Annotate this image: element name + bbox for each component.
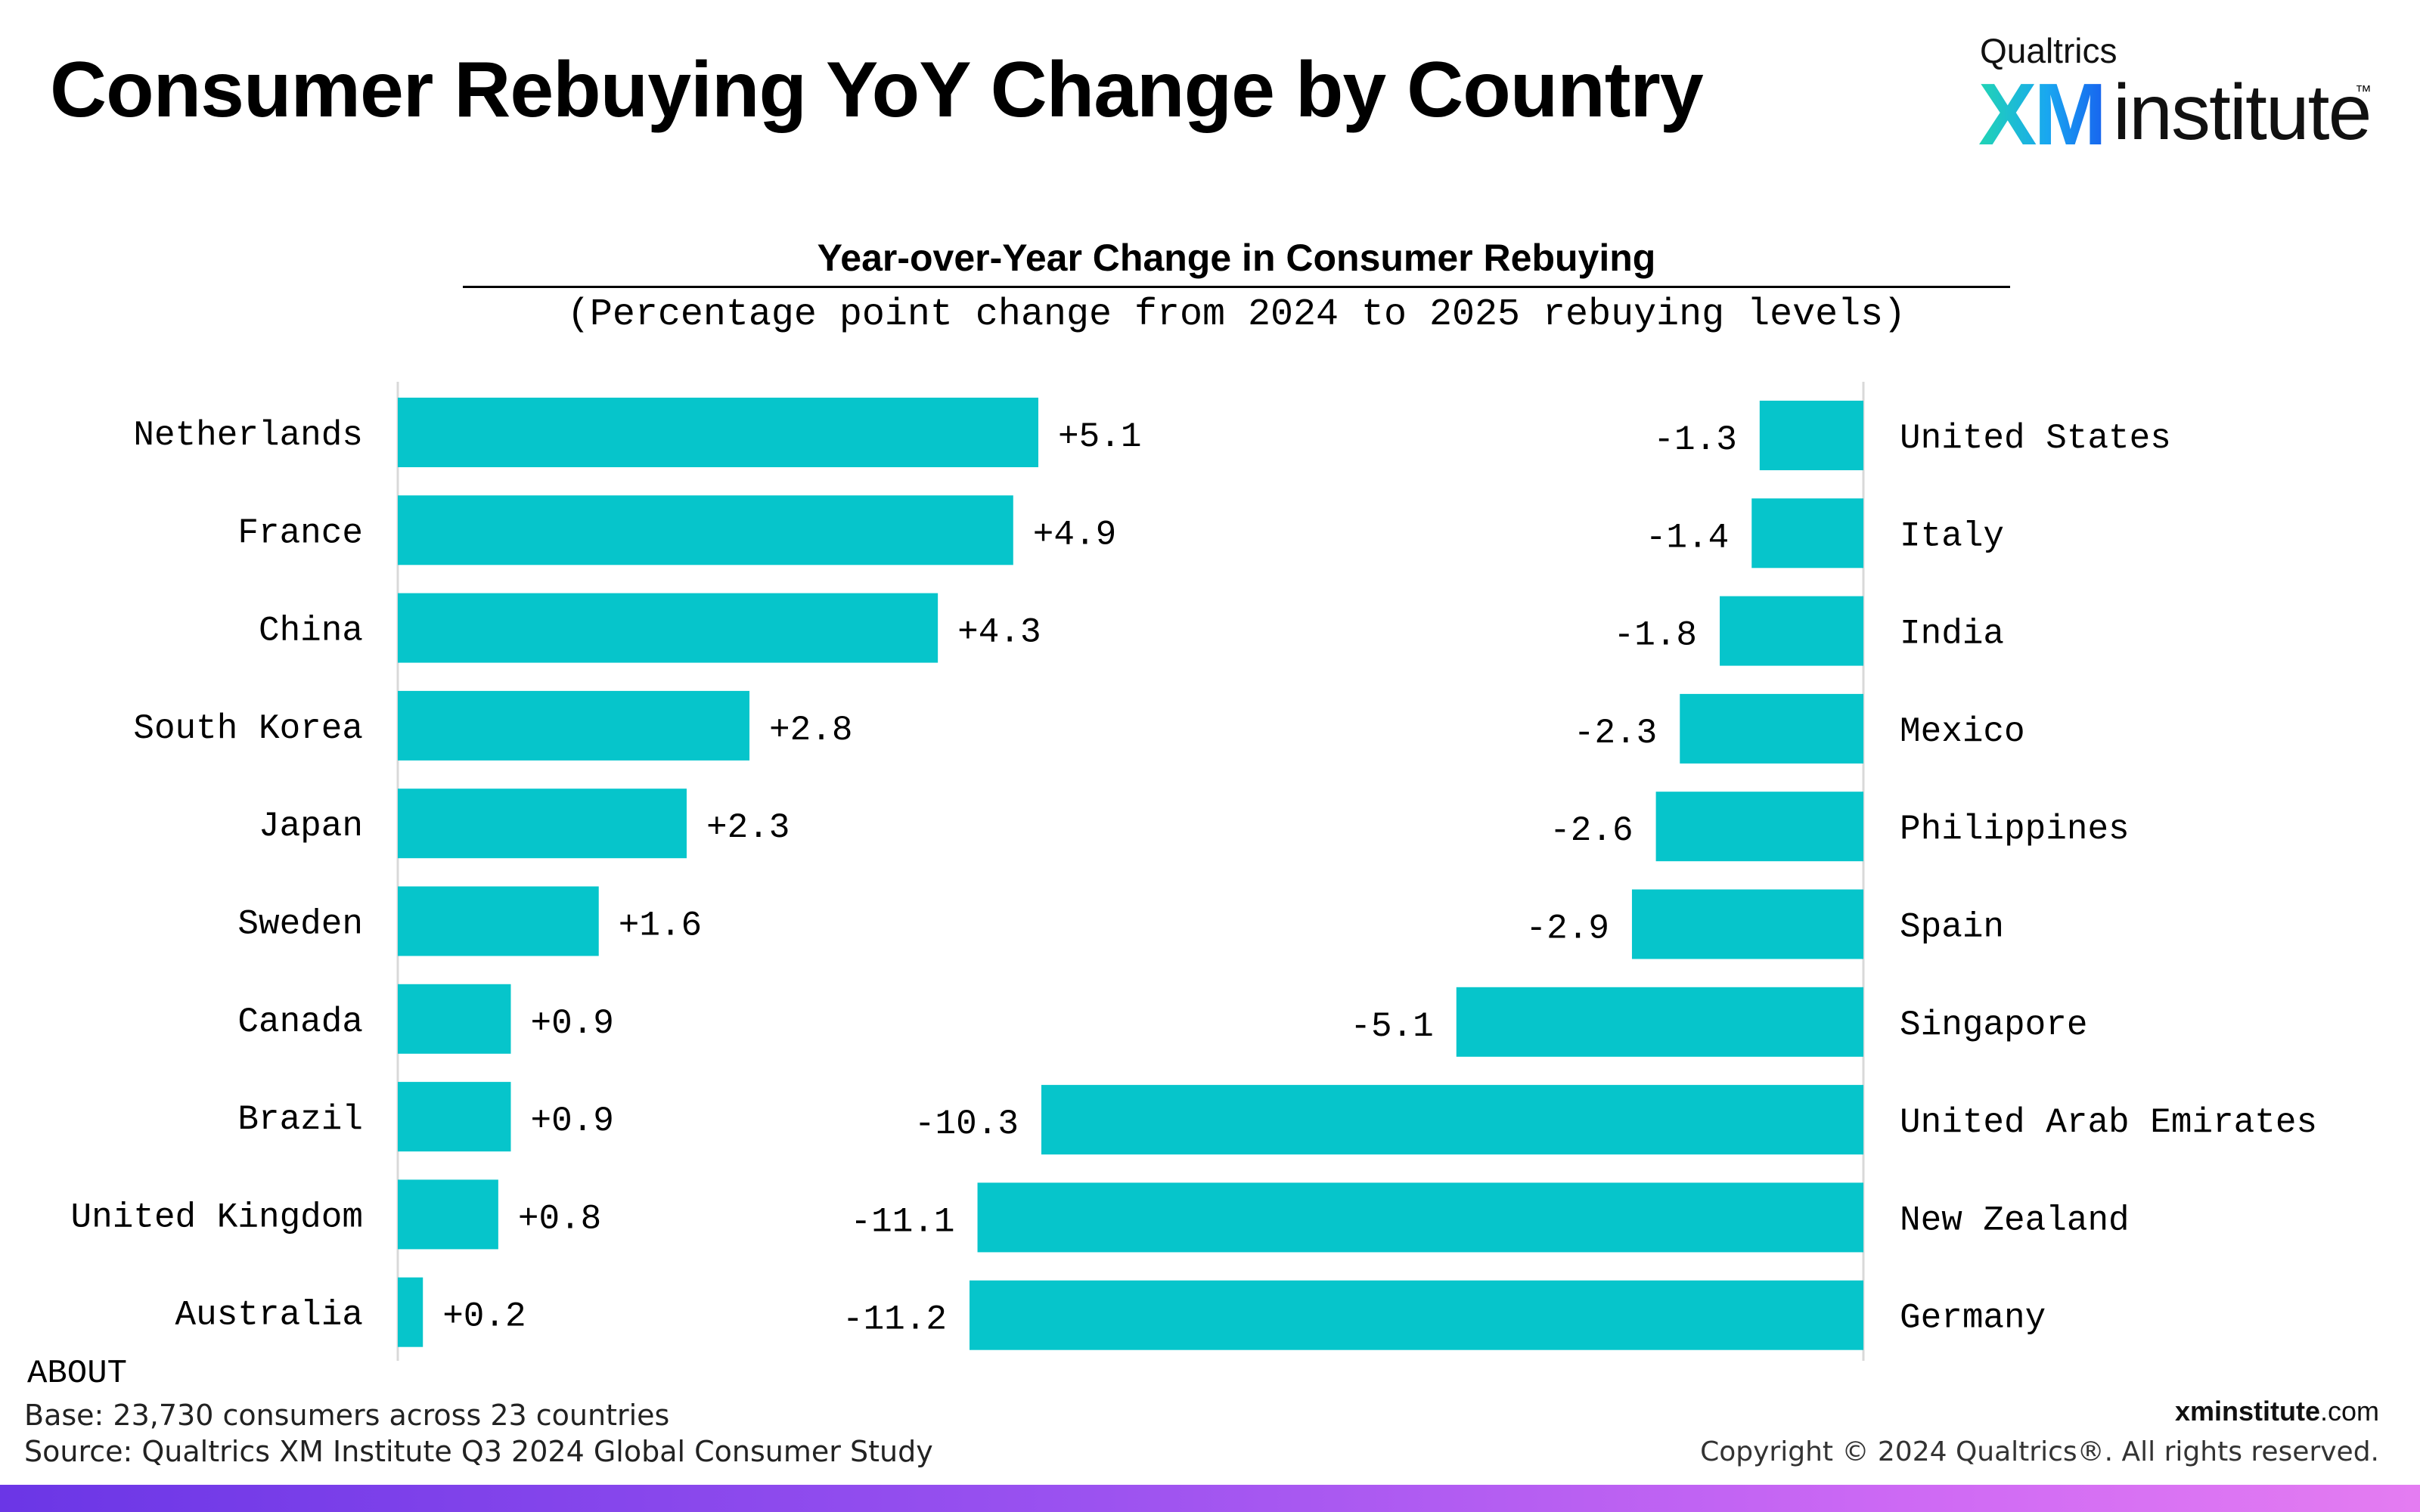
- bar-positive: [398, 886, 599, 956]
- category-label: Brazil: [237, 1100, 363, 1139]
- website-bold: xminstitute: [2174, 1396, 2320, 1427]
- bar-positive: [398, 984, 511, 1054]
- bar-negative: [1655, 792, 1863, 862]
- data-label: -11.2: [842, 1300, 947, 1340]
- data-label: -10.3: [914, 1105, 1019, 1144]
- category-label: Philippines: [1900, 810, 2130, 849]
- logo-institute-text: institute: [2113, 69, 2372, 156]
- bar-negative: [1720, 596, 1863, 666]
- data-label: +4.3: [957, 613, 1041, 652]
- logo-brand-text: Qualtrics: [1980, 31, 2118, 70]
- category-label: Netherlands: [133, 416, 363, 455]
- data-label: -2.3: [1574, 714, 1657, 753]
- about-heading: ABOUT: [27, 1355, 128, 1393]
- xm-institute-logo: Qualtrics XM institute ™: [1978, 29, 2372, 163]
- bar-negative: [1751, 498, 1863, 569]
- bar-positive: [398, 593, 939, 663]
- bar-positive: [398, 789, 687, 859]
- data-label: +1.6: [619, 906, 702, 946]
- data-label: -1.3: [1653, 420, 1736, 460]
- category-label: France: [237, 513, 363, 553]
- category-label: United Arab Emirates: [1900, 1103, 2317, 1142]
- category-label: United Kingdom: [71, 1198, 363, 1237]
- data-label: +2.8: [769, 711, 852, 750]
- bar-positive: [398, 1082, 511, 1152]
- category-label: Japan: [259, 807, 363, 846]
- bar-positive: [398, 1179, 498, 1250]
- category-label: Mexico: [1900, 712, 2025, 751]
- category-label: Australia: [175, 1296, 363, 1335]
- data-label: -1.8: [1614, 616, 1697, 655]
- base-note: Base: 23,730 consumers across 23 countri…: [24, 1399, 670, 1432]
- chart-title: Year-over-Year Change in Consumer Rebuyi…: [817, 237, 1656, 279]
- logo-xm-text: XM: [1978, 65, 2107, 163]
- bar-negative: [1041, 1085, 1863, 1155]
- bar-negative: [1631, 889, 1863, 959]
- website-link[interactable]: xminstitute.com: [2175, 1396, 2379, 1427]
- data-label: +0.9: [530, 1004, 613, 1043]
- bar-negative: [1680, 693, 1863, 764]
- category-label: South Korea: [133, 709, 363, 748]
- bar-negative: [1759, 401, 1863, 470]
- data-label: -5.1: [1350, 1007, 1433, 1046]
- data-label: -11.1: [851, 1202, 955, 1241]
- data-label: +2.3: [706, 808, 790, 847]
- category-label: New Zealand: [1900, 1201, 2130, 1240]
- website-suffix: .com: [2319, 1396, 2379, 1427]
- category-label: Germany: [1900, 1299, 2046, 1338]
- bar-positive: [398, 1277, 424, 1347]
- data-label: -2.6: [1550, 811, 1633, 850]
- category-label: Canada: [237, 1002, 363, 1042]
- category-label: China: [259, 612, 363, 651]
- data-label: +4.9: [1033, 515, 1116, 554]
- bar-negative: [977, 1182, 1863, 1253]
- category-label: Sweden: [237, 905, 363, 944]
- copyright-notice: Copyright © 2024 Qualtrics®. All rights …: [1700, 1436, 2379, 1467]
- data-label: +0.8: [518, 1199, 601, 1238]
- category-label: Singapore: [1900, 1005, 2087, 1045]
- bottom-gradient-band: [0, 1485, 2420, 1512]
- category-label: India: [1900, 615, 2004, 654]
- bar-positive: [398, 495, 1013, 565]
- data-label: -2.9: [1526, 909, 1609, 949]
- bar-positive: [398, 398, 1038, 467]
- data-label: +0.2: [442, 1297, 526, 1337]
- bar-negative: [970, 1280, 1863, 1350]
- chart-subtitle: (Percentage point change from 2024 to 20…: [566, 293, 1907, 336]
- category-label: United States: [1900, 419, 2171, 458]
- data-label: +5.1: [1058, 417, 1141, 457]
- page-title: Consumer Rebuying YoY Change by Country: [50, 46, 1704, 134]
- chart-title-rule: [463, 286, 2010, 288]
- category-label: Spain: [1900, 908, 2004, 947]
- bar-negative: [1456, 987, 1863, 1057]
- data-label: -1.4: [1646, 518, 1729, 557]
- source-note: Source: Qualtrics XM Institute Q3 2024 G…: [24, 1435, 933, 1468]
- bar-positive: [398, 690, 750, 761]
- logo-trademark: ™: [2355, 82, 2372, 101]
- category-label: Italy: [1900, 516, 2004, 556]
- data-label: +0.9: [530, 1101, 613, 1141]
